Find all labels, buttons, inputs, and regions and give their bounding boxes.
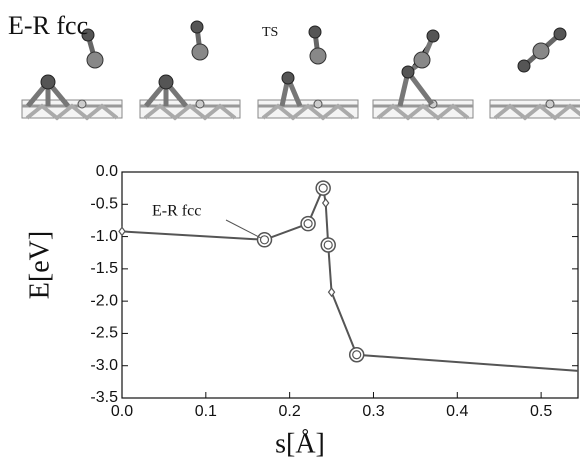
y-tick-label: -3.5 xyxy=(90,389,118,406)
marker-ring xyxy=(320,237,336,253)
x-tick-label: 0.0 xyxy=(111,403,133,420)
panel-title: E-R fcc xyxy=(8,11,88,40)
y-axis-label: E[eV] xyxy=(24,231,55,299)
marker-ring xyxy=(256,232,273,248)
atom xyxy=(426,29,440,43)
marker-ring xyxy=(300,215,316,232)
curve-label: E-R fcc xyxy=(152,203,201,220)
slab xyxy=(488,98,580,120)
x-tick-label: 0.4 xyxy=(446,403,468,420)
marker-ring-inner xyxy=(323,240,333,250)
atom xyxy=(86,51,104,69)
structures xyxy=(20,20,580,120)
atom xyxy=(413,51,431,69)
atom xyxy=(308,25,322,39)
y-tick-label: -1.0 xyxy=(90,228,118,245)
y-tick-label: 0.0 xyxy=(96,163,118,180)
y-tick-label: -1.5 xyxy=(90,260,118,277)
atom xyxy=(190,20,204,34)
marker-ring xyxy=(315,180,331,196)
marker-ring-inner xyxy=(318,183,328,193)
y-tick-label: -2.5 xyxy=(90,325,118,342)
plot-frame xyxy=(121,171,579,399)
x-tick-label: 0.1 xyxy=(195,403,217,420)
slab xyxy=(138,98,242,120)
slab xyxy=(371,98,475,120)
atom xyxy=(309,47,327,65)
x-tick-label: 0.5 xyxy=(530,403,552,420)
atom xyxy=(158,74,174,90)
marker-ring-inner xyxy=(259,235,270,245)
atom xyxy=(532,42,550,60)
atom xyxy=(40,74,56,90)
marker-diamond xyxy=(118,226,126,237)
marker-diamond xyxy=(327,287,336,298)
atom xyxy=(281,71,295,85)
slab xyxy=(20,98,124,120)
slab xyxy=(256,98,360,120)
x-tick-label: 0.2 xyxy=(279,403,301,420)
marker-ring xyxy=(348,346,365,363)
atom xyxy=(553,27,567,41)
y-tick-label: -3.0 xyxy=(90,357,118,374)
marker-ring-inner xyxy=(303,219,313,229)
ts-label: TS xyxy=(262,25,278,40)
y-tick-label: -2.0 xyxy=(90,292,118,309)
atom xyxy=(401,65,415,79)
label-leader xyxy=(225,219,261,239)
atom xyxy=(81,28,95,42)
marker-diamond xyxy=(321,197,330,208)
atom xyxy=(191,43,209,61)
atom xyxy=(517,59,531,73)
y-tick-label: -0.5 xyxy=(90,196,118,213)
x-axis-label: s[Å] xyxy=(275,428,325,459)
x-tick-label: 0.3 xyxy=(362,403,384,420)
marker-ring-inner xyxy=(352,350,362,360)
